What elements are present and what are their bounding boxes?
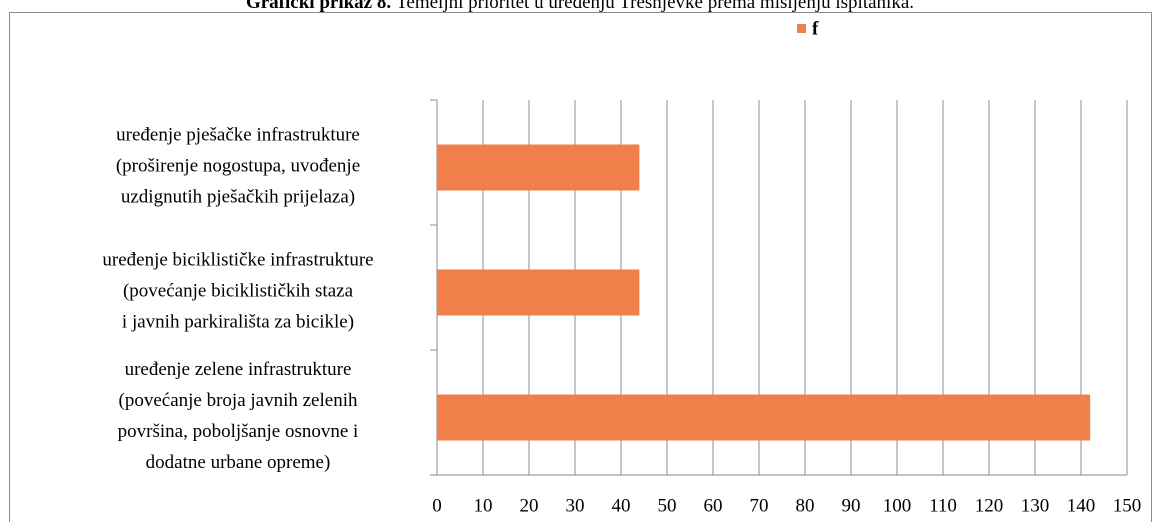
bar: [437, 269, 640, 316]
x-tick-label: 110: [929, 495, 957, 516]
x-tick-label: 120: [975, 495, 1004, 516]
title-number: Grafički prikaz 8.: [246, 0, 391, 13]
x-tick-label: 70: [750, 495, 769, 516]
x-tick-label: 140: [1067, 495, 1096, 516]
x-tick-label: 20: [520, 495, 539, 516]
x-tick-label: 30: [566, 495, 585, 516]
chart-title: Grafički prikaz 8. Temeljni prioritet u u…: [246, 0, 914, 13]
x-tick-label: 100: [883, 495, 912, 516]
chart-border: [9, 12, 1152, 522]
y-tick-label: uređenje zelene infrastrukture (povećanje…: [118, 359, 359, 473]
bar: [437, 144, 640, 191]
bar: [437, 394, 1091, 441]
x-tick-label: 50: [658, 495, 677, 516]
x-tick-label: 150: [1113, 495, 1142, 516]
x-tick-label: 130: [1021, 495, 1050, 516]
legend-label: f: [812, 18, 819, 39]
x-tick-label: 40: [612, 495, 631, 516]
title-text: Temeljni prioritet u uređenju Trešnjevke…: [396, 0, 914, 13]
x-tick-label: 10: [474, 495, 493, 516]
y-tick-label: uređenje biciklističke infrastrukture (po…: [102, 250, 373, 333]
x-tick-label: 60: [704, 495, 723, 516]
x-tick-label: 0: [432, 495, 442, 516]
legend-swatch: [797, 24, 806, 33]
y-tick-label: uređenje pješačke infrastrukture (prošire…: [116, 125, 360, 208]
x-tick-label: 90: [842, 495, 861, 516]
x-tick-label: 80: [796, 495, 815, 516]
